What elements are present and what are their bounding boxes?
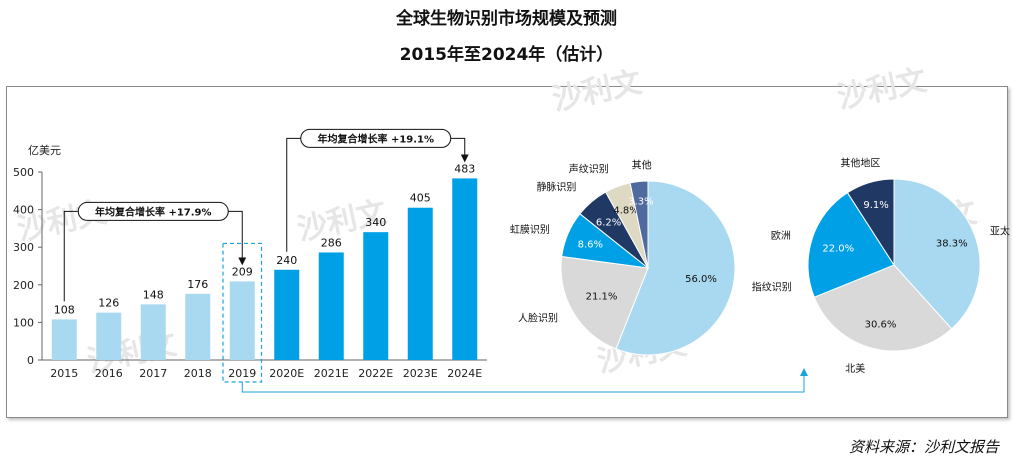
bar bbox=[274, 269, 300, 360]
y-axis-label: 亿美元 bbox=[28, 144, 61, 157]
x-tick-label: 2015 bbox=[50, 367, 78, 380]
pie-value-label: 22.0% bbox=[822, 243, 854, 254]
pie-value-label: 3.3% bbox=[628, 197, 653, 208]
source-note: 资料来源：沙利文报告 bbox=[848, 438, 999, 456]
y-tick-label: 0 bbox=[27, 354, 34, 367]
pie-slice bbox=[807, 191, 895, 298]
bar bbox=[51, 319, 77, 360]
bar-value-label: 483 bbox=[454, 162, 475, 175]
bar bbox=[140, 304, 166, 360]
x-tick-label: 2018 bbox=[184, 367, 212, 380]
bar-value-label: 240 bbox=[276, 254, 297, 267]
bar bbox=[363, 232, 389, 360]
pie-connector-arrow bbox=[241, 368, 808, 393]
bar-value-label: 126 bbox=[98, 297, 119, 310]
pie-slice bbox=[615, 180, 736, 356]
cagr-pill bbox=[77, 201, 229, 221]
bar bbox=[452, 178, 478, 360]
pie-category-label: 人脸识别 bbox=[518, 311, 558, 324]
cagr-label: 年均复合增长率 +17.9% bbox=[95, 205, 212, 218]
pie-category-label: 指纹识别 bbox=[752, 280, 792, 293]
bar-value-label: 108 bbox=[54, 303, 75, 316]
pie-slice bbox=[629, 180, 649, 269]
bar bbox=[229, 281, 255, 360]
pie-value-label: 6.2% bbox=[596, 218, 621, 229]
technology-pie-chart: 56.0% 指纹识别 21.1% 人脸识别 8.6% 虹膜识别 6.2% 静脉识别 4.8% 声纹… bbox=[510, 158, 792, 356]
y-tick-label: 300 bbox=[13, 241, 34, 254]
watermark-text: 沙利文 bbox=[834, 63, 929, 116]
pie-category-label: 其他 bbox=[632, 158, 652, 171]
pie-category-label: 北美 bbox=[845, 362, 865, 375]
bar-chart: 亿美元 0 100 200 300 400 500 108 2015 126 2016 148 2017… bbox=[13, 128, 808, 393]
cagr-pill bbox=[300, 128, 452, 148]
y-tick-label: 200 bbox=[13, 279, 34, 292]
pie-category-label: 虹膜识别 bbox=[510, 224, 550, 236]
bar bbox=[96, 312, 122, 360]
bar bbox=[185, 293, 211, 360]
bar-value-label: 209 bbox=[232, 265, 253, 278]
bar-value-label: 148 bbox=[143, 288, 164, 301]
pie-value-label: 56.0% bbox=[685, 274, 717, 285]
y-tick-label: 100 bbox=[13, 316, 34, 329]
chart-subtitle: 2015年至2024年（估计） bbox=[399, 45, 614, 65]
chart-title: 全球生物识别市场规模及预测 bbox=[396, 9, 617, 29]
x-tick-label: 2021E bbox=[314, 367, 349, 380]
pie-category-label: 其他地区 bbox=[840, 156, 880, 169]
x-tick-label: 2020E bbox=[269, 367, 304, 380]
pie-slice bbox=[846, 178, 895, 267]
bar-value-label: 405 bbox=[410, 192, 431, 205]
x-tick-label: 2022E bbox=[358, 367, 393, 380]
x-tick-label: 2017 bbox=[139, 367, 167, 380]
y-tick-label: 400 bbox=[13, 204, 34, 217]
pie-slice bbox=[813, 264, 953, 352]
pie-value-label: 21.1% bbox=[586, 291, 618, 302]
bar-value-label: 340 bbox=[365, 216, 386, 229]
pie-value-label: 8.6% bbox=[578, 239, 603, 250]
pie-category-label: 亚太 bbox=[990, 224, 1010, 237]
pie-category-label: 欧洲 bbox=[771, 230, 791, 242]
x-tick-label: 2023E bbox=[403, 367, 438, 380]
bar bbox=[407, 207, 433, 360]
pie-category-label: 声纹识别 bbox=[569, 163, 609, 176]
y-tick-label: 500 bbox=[13, 166, 34, 179]
cagr-label: 年均复合增长率 +19.1% bbox=[317, 132, 434, 145]
pie-value-label: 38.3% bbox=[936, 239, 968, 250]
x-tick-label: 2016 bbox=[95, 367, 123, 380]
bar-value-label: 176 bbox=[187, 278, 208, 291]
pie-slice bbox=[560, 255, 649, 350]
pie-value-label: 4.8% bbox=[613, 205, 638, 216]
pie-category-label: 静脉识别 bbox=[536, 180, 576, 193]
bar bbox=[318, 252, 344, 360]
x-tick-label: 2024E bbox=[447, 367, 482, 380]
x-tick-label: 2019 bbox=[228, 367, 256, 380]
pie-value-label: 30.6% bbox=[865, 320, 897, 331]
region-pie-chart: 38.3% 亚太 30.6% 北美 22.0% 欧洲 9.1% 其他地区 bbox=[771, 156, 1010, 375]
pie-slice bbox=[893, 178, 981, 330]
pie-value-label: 9.1% bbox=[863, 200, 888, 211]
bar-value-label: 286 bbox=[321, 236, 342, 249]
watermark-text: 沙利文 bbox=[549, 65, 644, 118]
